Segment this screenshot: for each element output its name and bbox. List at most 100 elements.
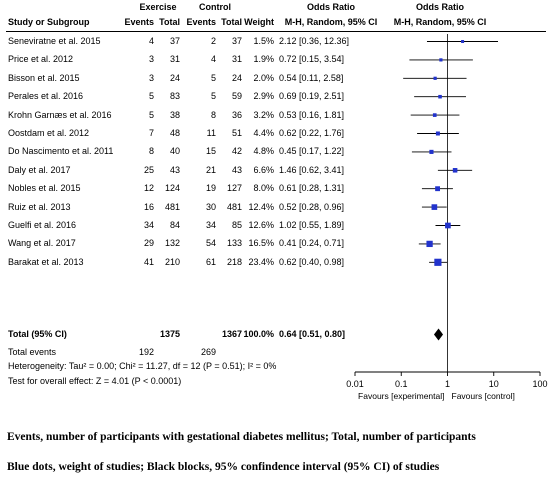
study-weight: 12.6%: [248, 220, 274, 230]
exercise-total: 31: [169, 54, 180, 65]
study-ci-text: 1.02 [0.55, 1.89]: [279, 220, 345, 230]
control-events: 34: [205, 220, 216, 230]
exercise-events: 29: [143, 238, 154, 249]
study-ci-text: 2.12 [0.36, 12.36]: [279, 36, 350, 46]
study-weight: 6.6%: [253, 164, 274, 175]
control-events: 15: [205, 146, 216, 157]
study-ci-text: 0.61 [0.28, 1.31]: [279, 183, 345, 194]
study-name: Seneviratne et al. 2015: [8, 36, 101, 46]
study-weight: 23.4%: [248, 256, 274, 267]
study-point: [431, 204, 438, 210]
total-exercise-participants: 1375: [159, 329, 180, 339]
study-point: [435, 186, 440, 192]
control-events: 21: [205, 164, 216, 175]
study-ci-text: 0.52 [0.28, 0.96]: [279, 201, 345, 212]
control-events: 61: [205, 256, 216, 267]
study-point: [432, 113, 437, 117]
pooled-ci-text: 0.64 [0.51, 0.80]: [279, 329, 346, 339]
exercise-total: 43: [169, 164, 180, 175]
exercise-total: 24: [169, 72, 180, 83]
exercise-events: 41: [143, 256, 154, 267]
x-axis-tick-label: 100: [532, 379, 547, 389]
exercise-total: 481: [164, 201, 180, 212]
study-weight: 4.4%: [253, 128, 274, 138]
header-rule: [6, 31, 546, 32]
study-name: Perales et al. 2016: [8, 91, 84, 102]
exercise-total: 38: [169, 109, 180, 120]
control-total: 481: [226, 201, 242, 212]
control-total: 31: [231, 54, 242, 65]
control-events: 8: [210, 109, 216, 120]
study-name: Bisson et al. 2015: [8, 72, 80, 83]
control-group-header: Control: [199, 2, 231, 12]
exercise-events: 7: [148, 128, 154, 138]
exercise-events: 25: [143, 164, 154, 175]
study-weight: 16.5%: [248, 238, 274, 249]
study-ci-text: 0.53 [0.16, 1.81]: [279, 109, 345, 120]
study-ci-text: 0.41 [0.24, 0.71]: [279, 238, 345, 249]
total-weight: 100.0%: [243, 329, 274, 339]
study-weight: 3.2%: [253, 109, 274, 120]
exercise-events: 3: [148, 54, 154, 65]
overall-effect-test: Test for overall effect: Z = 4.01 (P < 0…: [8, 376, 182, 386]
x-axis-tick-label: 10: [489, 379, 499, 389]
control-events: 5: [210, 91, 216, 102]
study-name: Guelfi et al. 2016: [8, 220, 77, 230]
study-name: Do Nascimento et al. 2011: [8, 146, 114, 157]
total-events-label: Total events: [8, 347, 57, 357]
exercise-events: 12: [143, 183, 154, 194]
study-name: Barakat et al. 2013: [8, 256, 84, 267]
study-ci-text: 0.72 [0.15, 3.54]: [279, 54, 345, 65]
exercise-events: 5: [148, 109, 154, 120]
control-events: 19: [205, 183, 216, 194]
study-weight: 4.8%: [253, 146, 274, 157]
study-point: [461, 39, 465, 44]
total2-column-header: Total: [221, 17, 242, 27]
x-axis-tick-label: 0.1: [395, 379, 408, 389]
control-total: 43: [231, 164, 242, 175]
study-name: Nobles et al. 2015: [8, 183, 81, 194]
exercise-total: 132: [164, 238, 180, 249]
study-ci-text: 0.62 [0.22, 1.76]: [279, 128, 345, 138]
caption-legend: Blue dots, weight of studies; Black bloc…: [7, 461, 440, 473]
control-events: 2: [210, 36, 216, 46]
control-events: 5: [210, 72, 216, 83]
x-axis-tick-label: 0.01: [346, 379, 364, 389]
study-point: [452, 168, 458, 173]
study-column-header: Study or Subgroup: [8, 17, 90, 27]
study-weight: 2.9%: [253, 91, 274, 102]
exercise-group-header: Exercise: [139, 2, 177, 12]
study-weight: 2.0%: [253, 72, 274, 83]
study-point: [445, 222, 451, 229]
exercise-events: 5: [148, 91, 154, 102]
study-point: [429, 149, 434, 154]
exercise-total: 84: [169, 220, 180, 230]
control-total: 59: [231, 91, 242, 102]
study-name: Krohn Garnæs et al. 2016: [8, 109, 112, 120]
control-total: 37: [231, 36, 242, 46]
study-point: [426, 240, 433, 248]
favours-experimental-label: Favours [experimental]: [358, 391, 444, 401]
favours-control-label: Favours [control]: [452, 391, 515, 401]
total-exercise-events: 192: [138, 347, 154, 357]
study-weight: 8.0%: [253, 183, 274, 194]
control-total: 127: [226, 183, 242, 194]
study-name: Ruiz et al. 2013: [8, 201, 71, 212]
exercise-total: 210: [164, 256, 180, 267]
study-weight: 12.4%: [248, 201, 274, 212]
pooled-diamond: [433, 328, 444, 341]
exercise-total: 124: [164, 183, 180, 194]
control-total: 51: [231, 128, 242, 138]
study-name: Oostdam et al. 2012: [8, 128, 90, 138]
study-point: [438, 94, 442, 99]
control-total: 133: [226, 238, 242, 249]
control-events: 4: [210, 54, 216, 65]
study-name: Price et al. 2012: [8, 54, 74, 65]
forest-plot-method: M-H, Random, 95% CI: [393, 17, 487, 27]
exercise-events: 34: [143, 220, 154, 230]
caption-definitions: Events, number of participants with gest…: [7, 431, 476, 443]
control-events: 30: [205, 201, 216, 212]
exercise-total: 37: [169, 36, 180, 46]
forest-plot-title: Odds Ratio: [415, 2, 464, 12]
control-total: 24: [231, 72, 242, 83]
